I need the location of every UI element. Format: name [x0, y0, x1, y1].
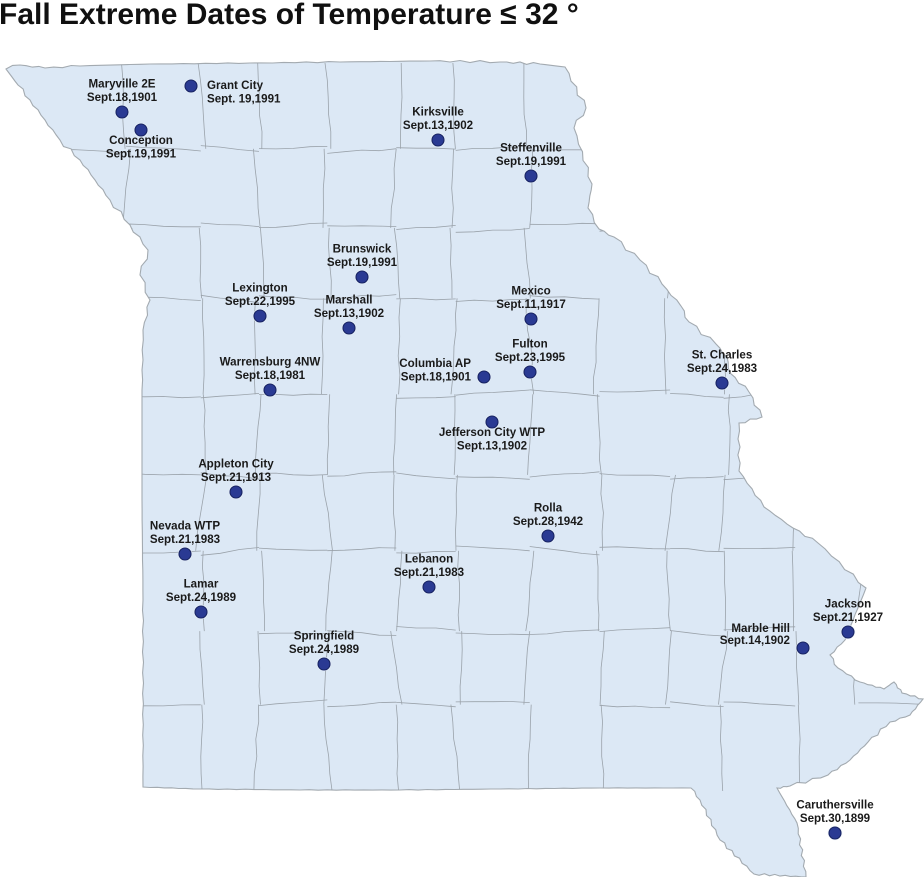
svg-text:Jackson: Jackson — [825, 598, 871, 611]
svg-text:Sept.24,1983: Sept.24,1983 — [687, 362, 758, 375]
svg-text:Fulton: Fulton — [512, 338, 547, 351]
svg-text:Sept.21,1927: Sept.21,1927 — [813, 611, 883, 624]
svg-text:Rolla: Rolla — [534, 502, 563, 515]
svg-text:St. Charles: St. Charles — [692, 349, 753, 362]
svg-text:Kirksville: Kirksville — [412, 106, 464, 119]
svg-text:Jefferson City WTP: Jefferson City WTP — [439, 426, 546, 439]
svg-text:Sept.30,1899: Sept.30,1899 — [800, 812, 871, 825]
svg-text:Springfield: Springfield — [294, 630, 355, 643]
svg-text:Sept.13,1902: Sept.13,1902 — [314, 307, 384, 320]
svg-text:Appleton City: Appleton City — [198, 458, 274, 471]
svg-text:Sept.21,1913: Sept.21,1913 — [201, 471, 272, 484]
svg-text:Steffenville: Steffenville — [500, 142, 562, 155]
svg-text:Sept.21,1983: Sept.21,1983 — [394, 566, 465, 579]
svg-text:Mexico: Mexico — [511, 285, 550, 298]
svg-text:Sept.22,1995: Sept.22,1995 — [225, 295, 296, 308]
svg-text:Lamar: Lamar — [184, 578, 219, 591]
svg-text:Marble Hill: Marble Hill — [731, 622, 790, 635]
svg-text:Sept.19,1991: Sept.19,1991 — [496, 155, 567, 168]
svg-text:Caruthersville: Caruthersville — [796, 799, 874, 812]
svg-text:Sept.13,1902: Sept.13,1902 — [403, 119, 473, 132]
svg-text:Brunswick: Brunswick — [333, 243, 392, 256]
svg-text:Sept.23,1995: Sept.23,1995 — [495, 351, 566, 364]
svg-text:Warrensburg 4NW: Warrensburg 4NW — [220, 356, 321, 369]
svg-text:Conception: Conception — [109, 134, 173, 147]
svg-text:Sept.18,1901: Sept.18,1901 — [401, 371, 472, 384]
svg-text:Sept.11,1917: Sept.11,1917 — [496, 298, 566, 311]
svg-text:Sept.19,1991: Sept.19,1991 — [106, 148, 177, 161]
svg-text:Sept.19,1991: Sept.19,1991 — [327, 256, 398, 269]
svg-text:Grant City: Grant City — [207, 79, 264, 92]
svg-text:Sept.14,1902: Sept.14,1902 — [720, 634, 790, 647]
svg-text:Columbia AP: Columbia AP — [399, 357, 471, 370]
svg-text:Sept.24,1989: Sept.24,1989 — [166, 591, 237, 604]
svg-text:Sept.28,1942: Sept.28,1942 — [513, 515, 583, 528]
svg-text:Sept.21,1983: Sept.21,1983 — [150, 533, 221, 546]
svg-text:Sept.18,1981: Sept.18,1981 — [235, 369, 306, 382]
svg-text:Sept. 19,1991: Sept. 19,1991 — [207, 93, 281, 106]
svg-text:Sept.13,1902: Sept.13,1902 — [457, 440, 527, 453]
svg-text:Maryville 2E: Maryville 2E — [88, 78, 155, 91]
svg-text:Sept.18,1901: Sept.18,1901 — [87, 91, 158, 104]
svg-text:Marshall: Marshall — [325, 294, 372, 307]
svg-text:Sept.24,1989: Sept.24,1989 — [289, 643, 360, 656]
svg-text:Nevada WTP: Nevada WTP — [150, 520, 220, 533]
svg-text:Lebanon: Lebanon — [405, 553, 453, 566]
svg-text:Lexington: Lexington — [232, 282, 287, 295]
